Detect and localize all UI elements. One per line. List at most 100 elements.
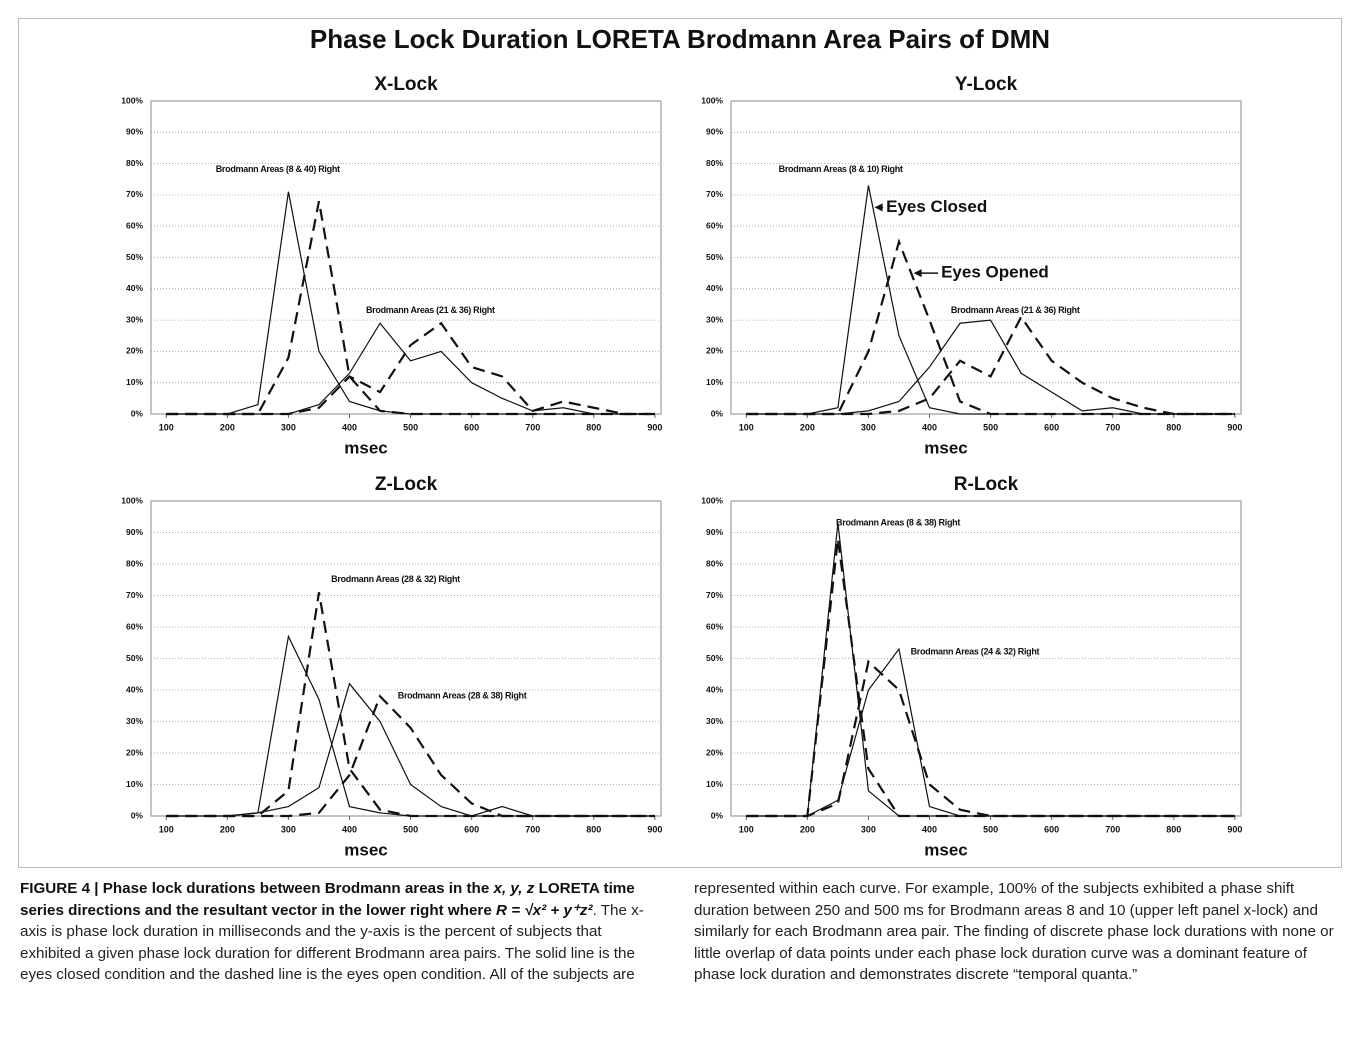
y-tick-label: 60% [706,621,723,631]
y-tick-label: 0% [131,408,144,418]
x-tick-label: 200 [800,422,815,432]
caption-bold: LORETA time series directions and the re… [20,880,635,919]
x-tick-label: 700 [1105,422,1120,432]
solid-line [746,647,1235,817]
y-tick-label: 80% [706,158,723,168]
y-tick-label: 90% [706,127,723,137]
y-tick-label: 70% [126,189,143,199]
y-tick-label: 20% [126,346,143,356]
x-tick-label: 400 [922,824,937,834]
y-tick-label: 0% [131,810,144,820]
x-tick-label: 100 [159,824,174,834]
y-tick-label: 70% [126,590,143,600]
y-tick-label: 30% [126,716,143,726]
annotation: Brodmann Areas (28 & 38) Right [398,691,527,701]
dashed-line [166,694,655,818]
x-tick-label: 700 [525,824,540,834]
x-tick-label: 800 [1166,824,1181,834]
x-axis-label: msec [924,438,967,457]
y-tick-label: 90% [126,127,143,137]
dashed-line [746,538,1235,818]
x-tick-label: 900 [1227,824,1242,834]
solid-line [166,191,655,415]
y-tick-label: 100% [121,495,143,505]
x-tick-label: 900 [647,824,662,834]
x-tick-label: 100 [159,422,174,432]
chart-title: Y-Lock [955,74,1018,95]
x-tick-label: 400 [342,824,357,834]
y-tick-label: 30% [126,314,143,324]
y-tick-label: 60% [126,621,143,631]
y-tick-label: 90% [126,527,143,537]
y-tick-label: 40% [126,283,143,293]
solid-line [746,185,1235,415]
y-tick-label: 80% [706,558,723,568]
x-tick-label: 400 [342,422,357,432]
arrow-head [874,203,883,212]
x-tick-label: 900 [647,422,662,432]
y-tick-label: 10% [706,377,723,387]
x-tick-label: 700 [525,422,540,432]
y-tick-label: 70% [706,189,723,199]
dashed-line [166,592,655,818]
figure: Phase Lock Duration LORETA Brodmann Area… [18,18,1342,868]
y-tick-label: 90% [706,527,723,537]
annotation: Brodmann Areas (21 & 36) Right [366,305,495,315]
x-tick-label: 200 [800,824,815,834]
x-tick-label: 500 [983,824,998,834]
chart-title: X-Lock [374,74,438,95]
x-tick-label: 100 [739,824,754,834]
y-tick-label: 80% [126,558,143,568]
dashed-line [746,314,1235,416]
annotation: Brodmann Areas (8 & 38) Right [836,517,960,527]
chart-title: R-Lock [954,474,1019,495]
y-tick-label: 20% [706,346,723,356]
caption: FIGURE 4 | Phase lock durations between … [20,878,1338,1043]
caption-text: . The x-axis is phase lock duration in m… [20,880,1334,983]
solid-line [746,319,1235,415]
y-tick-label: 60% [706,220,723,230]
dashed-line [166,321,655,416]
y-tick-label: 20% [706,747,723,757]
annotation: Brodmann Areas (8 & 40) Right [216,164,340,174]
arrow-head [913,269,922,278]
y-tick-label: 10% [126,377,143,387]
y-tick-label: 50% [126,252,143,262]
y-tick-label: 40% [126,684,143,694]
y-tick-label: 10% [706,779,723,789]
annotation: Brodmann Areas (8 & 10) Right [779,164,903,174]
y-tick-label: 60% [126,220,143,230]
y-tick-label: 50% [126,653,143,663]
annotation: Eyes Closed [886,197,987,216]
x-tick-label: 200 [220,824,235,834]
y-tick-label: 0% [711,408,724,418]
y-tick-label: 40% [706,684,723,694]
x-tick-label: 300 [281,824,296,834]
x-tick-label: 800 [586,824,601,834]
annotation: Brodmann Areas (28 & 32) Right [331,574,460,584]
x-tick-label: 600 [464,824,479,834]
y-tick-label: 0% [711,810,724,820]
y-tick-label: 50% [706,252,723,262]
y-tick-label: 100% [701,95,723,105]
caption-formula: R = √x² + y⁺z² [496,901,593,919]
figure-chart: Phase Lock Duration LORETA Brodmann Area… [121,24,1242,860]
x-tick-label: 500 [403,824,418,834]
x-tick-label: 300 [861,824,876,834]
x-tick-label: 200 [220,422,235,432]
x-axis-label: msec [924,840,967,859]
y-tick-label: 80% [126,158,143,168]
dashed-line [746,659,1235,818]
x-tick-label: 600 [1044,824,1059,834]
x-tick-label: 500 [403,422,418,432]
x-axis-label: msec [344,438,387,457]
x-tick-label: 400 [922,422,937,432]
y-tick-label: 100% [121,95,143,105]
y-tick-label: 10% [126,779,143,789]
caption-vars: x, y, z [493,880,535,897]
y-tick-label: 70% [706,590,723,600]
x-tick-label: 300 [281,422,296,432]
x-tick-label: 500 [983,422,998,432]
chart-title: Z-Lock [375,474,438,495]
